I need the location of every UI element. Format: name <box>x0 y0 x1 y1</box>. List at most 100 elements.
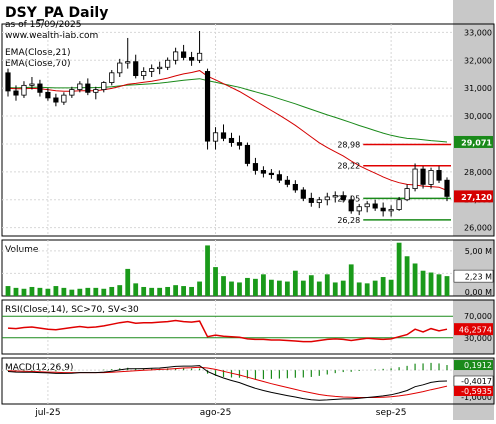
price-candle <box>117 58 123 77</box>
volume-bar <box>420 270 426 296</box>
macd-signal-tag: -0,5935 <box>461 387 492 396</box>
price-candle <box>284 176 290 188</box>
candle-body <box>268 172 274 176</box>
rsi-line <box>7 319 448 343</box>
price-candle <box>412 163 418 192</box>
candle-body <box>165 59 171 68</box>
volume-bar <box>388 279 394 296</box>
volume-bar <box>61 287 67 296</box>
candle-body <box>388 209 394 212</box>
volume-bar <box>109 286 115 296</box>
level-label: 27,05 <box>337 194 360 203</box>
volume-bar <box>45 288 51 296</box>
candle-body <box>149 68 155 72</box>
axis-gutter-top <box>453 0 494 24</box>
candle-body <box>13 90 19 96</box>
volume-bar <box>276 280 282 296</box>
candle-body <box>292 183 298 191</box>
rsi-last-tag-bg <box>454 323 493 336</box>
volume-bar <box>157 287 163 296</box>
price-candle <box>316 196 322 209</box>
price-candle <box>21 81 27 98</box>
volume-bar <box>141 286 147 296</box>
volume-bar <box>13 287 19 296</box>
volume-bar <box>165 286 171 296</box>
rsi-tick-label: 30,000 <box>464 334 492 343</box>
macd-hist-tag-bg <box>454 360 493 371</box>
price-candle <box>53 93 59 107</box>
volume-bar <box>428 272 434 296</box>
volume-bar <box>292 270 298 296</box>
volume-bar <box>300 280 306 296</box>
candle-body <box>133 61 139 77</box>
candle-body <box>420 168 426 185</box>
candle-body <box>404 188 410 201</box>
candle-body <box>236 142 243 146</box>
price-candle <box>29 77 35 90</box>
price-candle <box>388 205 394 217</box>
candle-body <box>125 61 131 64</box>
macd-line <box>7 365 448 401</box>
price-candle <box>141 67 147 80</box>
chart-website: www.wealth-lab.com <box>5 31 98 41</box>
volume-bar <box>149 287 155 296</box>
time-axis-label: sep-25 <box>376 408 407 418</box>
volume-bar <box>93 287 99 296</box>
candle-body <box>117 62 123 74</box>
candle-body <box>196 52 203 61</box>
candle-body <box>372 203 378 209</box>
candle-body <box>412 168 418 189</box>
volume-panel-title: Volume <box>5 245 39 255</box>
candle-body <box>364 203 370 208</box>
macd-panel-title: MACD(12,26,9) <box>5 363 73 373</box>
candle-body <box>380 207 386 212</box>
candle-body <box>396 199 402 210</box>
price-tick-label: 33,000 <box>464 28 492 37</box>
candle-body <box>141 71 147 77</box>
candle-body <box>212 132 219 142</box>
volume-bar <box>372 280 378 296</box>
macd-line-tag: -0,4017 <box>461 377 492 386</box>
chart-date: as of 15/09/2025 <box>5 20 81 30</box>
candle-body <box>324 196 330 201</box>
volume-bar <box>181 286 186 296</box>
candle-body <box>340 195 346 201</box>
volume-bar <box>133 283 139 296</box>
price-candle <box>165 57 171 71</box>
price-candle <box>85 78 91 96</box>
volume-bar <box>261 274 266 296</box>
price-candle <box>332 191 338 203</box>
price-candle <box>188 51 195 66</box>
candle-body <box>188 57 195 61</box>
price-candle <box>276 170 282 183</box>
volume-bar <box>37 287 43 296</box>
candle-body <box>444 179 450 197</box>
candle-body <box>77 83 83 90</box>
volume-bar <box>316 281 322 296</box>
volume-bar <box>245 277 250 296</box>
price-candle <box>308 192 314 207</box>
price-tick-label: 32,000 <box>464 56 492 65</box>
price-candle <box>252 157 259 175</box>
level-label: 26,28 <box>337 216 360 225</box>
price-candle <box>196 30 203 64</box>
price-candle <box>45 88 51 101</box>
price-candle <box>212 127 219 150</box>
chart-title: DSY_PA Daily <box>5 5 108 21</box>
volume-bar <box>348 264 354 296</box>
price-tick-label: 26,000 <box>464 224 492 233</box>
volume-bar <box>221 276 226 296</box>
candle-body <box>356 206 362 212</box>
candle-body <box>308 197 314 203</box>
candle-body <box>228 137 235 143</box>
volume-bar <box>213 267 218 296</box>
price-candle <box>364 201 370 213</box>
volume-bar <box>396 242 402 296</box>
price-candle <box>204 68 211 150</box>
volume-bar <box>229 281 234 296</box>
macd-tick-label: -1,0000 <box>461 393 492 402</box>
volume-bar <box>380 277 386 296</box>
candle-body <box>428 170 434 185</box>
price-candle <box>93 86 99 100</box>
